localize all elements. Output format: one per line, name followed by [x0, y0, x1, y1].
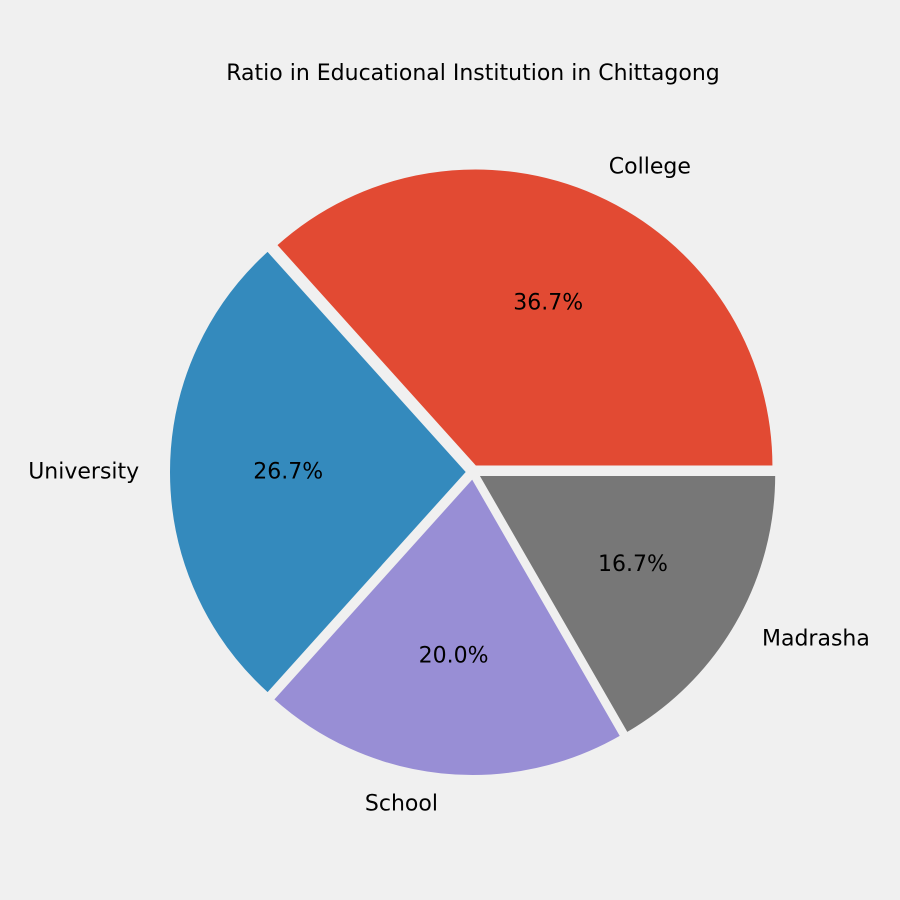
pie-slice-school [272, 476, 623, 777]
pie-slice-college [275, 167, 775, 468]
chart-title: Ratio in Educational Institution in Chit… [226, 61, 720, 86]
pct-label-school: 20.0% [419, 643, 489, 668]
pct-label-university: 26.7% [253, 460, 323, 485]
pie-labels: 36.7% College 26.7% University 20.0% School 16… [28, 155, 870, 817]
category-label-college: College [609, 155, 691, 180]
pie-slice-university [168, 249, 468, 695]
pct-label-madrasha: 16.7% [598, 552, 668, 577]
pie-slices [168, 167, 778, 777]
category-label-university: University [28, 460, 139, 485]
pie-slice-madrasha [477, 474, 778, 735]
category-label-madrasha: Madrasha [762, 627, 870, 652]
pct-label-college: 36.7% [513, 291, 583, 316]
category-label-school: School [365, 791, 438, 816]
